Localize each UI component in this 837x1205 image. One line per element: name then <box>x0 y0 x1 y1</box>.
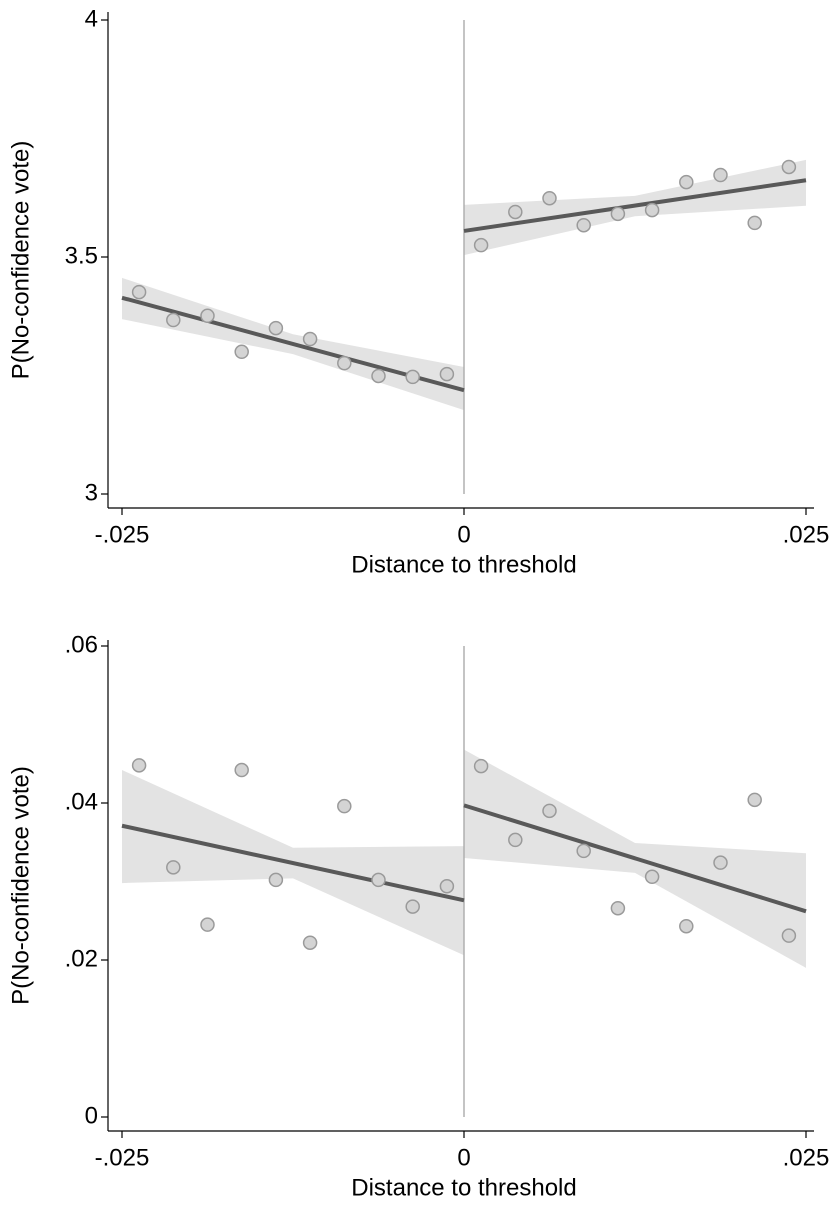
data-point <box>610 206 626 222</box>
data-point <box>473 758 489 774</box>
y-tick-label: .06 <box>65 631 98 658</box>
data-point <box>576 843 591 859</box>
data-point <box>679 174 694 190</box>
data-point <box>473 237 489 253</box>
data-point <box>337 355 352 371</box>
data-point <box>131 284 147 300</box>
data-point <box>679 918 694 934</box>
x-axis-label: Distance to threshold <box>351 1174 576 1201</box>
data-point <box>166 860 181 875</box>
y-tick-label: 3 <box>85 479 98 506</box>
data-point <box>781 159 797 175</box>
data-point <box>302 331 318 347</box>
x-tick-label: 0 <box>457 521 470 548</box>
data-point <box>200 308 215 324</box>
data-point <box>268 872 284 888</box>
y-tick-label: 3.5 <box>65 242 98 269</box>
fit-line <box>121 823 465 903</box>
data-point <box>508 204 523 220</box>
fit-line <box>463 803 807 914</box>
y-tick-label: 4 <box>85 5 98 32</box>
data-point <box>439 366 455 382</box>
data-point <box>131 758 147 773</box>
data-point <box>747 215 762 231</box>
data-point <box>337 798 352 814</box>
y-tick-label: .04 <box>65 788 98 815</box>
data-point <box>371 368 386 384</box>
data-point <box>166 312 181 328</box>
y-tick-label: .02 <box>65 945 98 972</box>
data-point <box>508 832 523 848</box>
x-tick-label: -.025 <box>95 1144 150 1171</box>
x-tick-label: .025 <box>783 521 830 548</box>
data-point <box>439 878 455 894</box>
fit-line <box>463 178 807 233</box>
data-point <box>268 320 284 336</box>
data-point <box>200 917 215 932</box>
x-tick-label: .025 <box>783 1144 830 1171</box>
data-point <box>405 899 420 914</box>
y-axis-label: P(No-confidence vote) <box>7 766 34 1005</box>
data-point <box>234 762 249 778</box>
data-point <box>713 855 728 870</box>
data-point <box>713 167 728 183</box>
x-tick-label: -.025 <box>95 521 150 548</box>
data-point <box>542 803 557 819</box>
data-point <box>747 792 762 808</box>
x-tick-label: 0 <box>457 1144 470 1171</box>
y-axis-label: P(No-confidence vote) <box>7 141 34 380</box>
data-point <box>644 202 660 218</box>
data-point <box>781 928 797 943</box>
data-point <box>371 872 386 888</box>
data-point <box>302 935 318 950</box>
y-tick-label: 0 <box>85 1102 98 1129</box>
data-point <box>405 369 420 385</box>
data-point <box>644 869 660 885</box>
data-point <box>576 217 591 233</box>
data-point <box>542 190 557 206</box>
data-point <box>610 900 626 916</box>
x-axis-label: Distance to threshold <box>351 551 576 578</box>
data-point <box>234 344 249 360</box>
